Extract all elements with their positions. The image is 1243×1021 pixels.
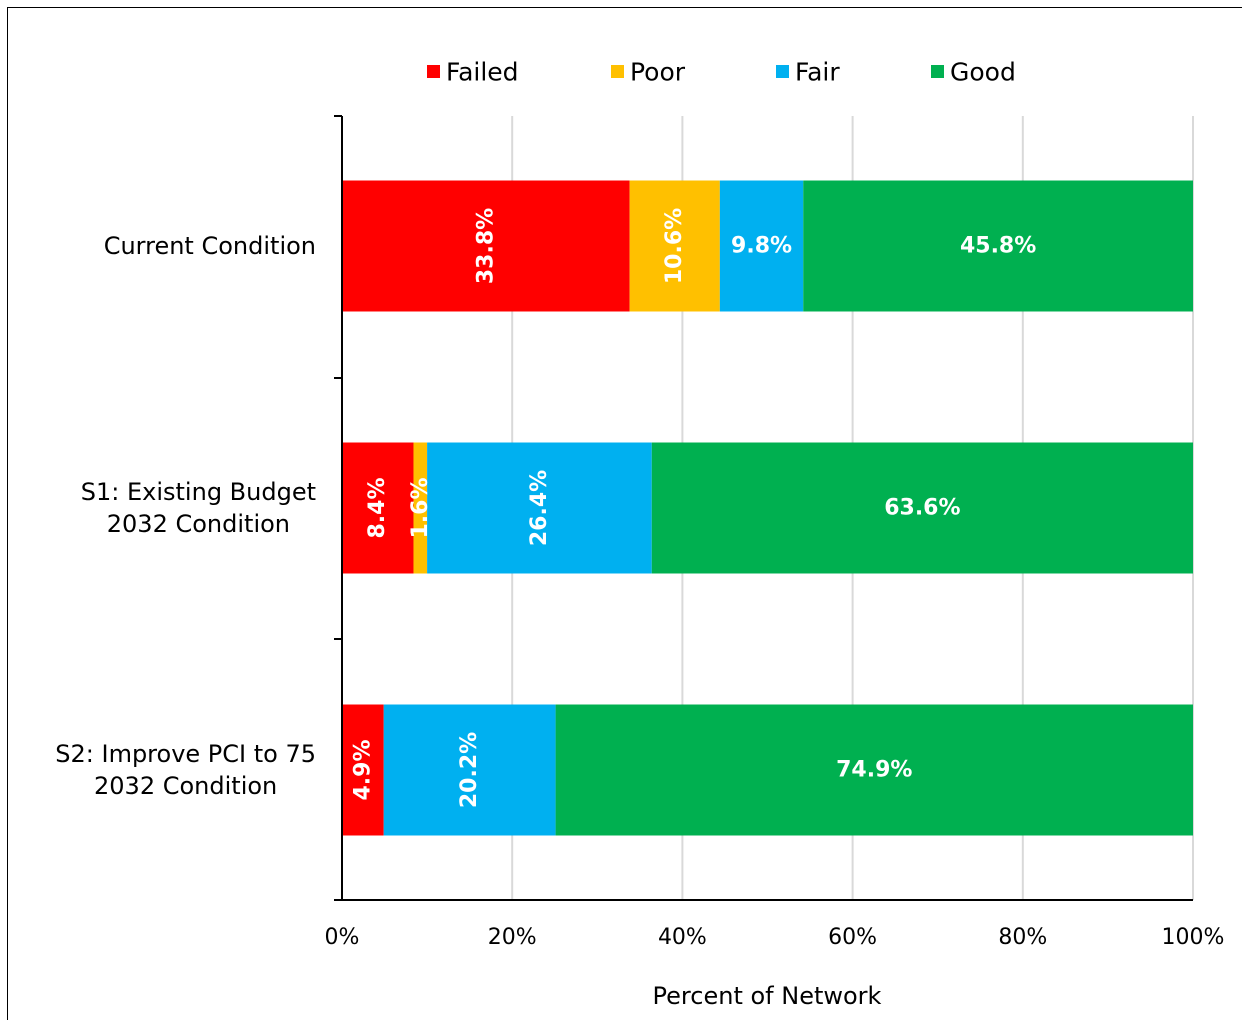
bar-segment-good	[651, 442, 1193, 574]
bar-segment-fair	[383, 704, 556, 836]
category-label: 2032 Condition	[94, 772, 277, 800]
axes: 0% 20% 40% 60% 80% 100% Current Condition S1: E…	[55, 115, 1225, 950]
legend-label-poor: Poor	[630, 58, 686, 87]
bar-segment-poor	[629, 180, 720, 312]
category-label: S1: Existing Budget	[81, 478, 316, 506]
data-labels: 33.8% 10.6% 9.8% 45.8% 8.4% 1.6% 26.4% 63.6% 4.9…	[350, 208, 1036, 808]
data-label: 9.8%	[731, 234, 792, 259]
x-tick-label: 40%	[658, 925, 707, 950]
legend-label-failed: Failed	[446, 58, 519, 87]
category-label: 2032 Condition	[107, 510, 290, 538]
x-tick-label: 0%	[325, 925, 360, 950]
bar-segment-failed	[342, 442, 414, 574]
x-axis-title: Percent of Network	[653, 982, 882, 1010]
data-label: 20.2%	[457, 732, 482, 808]
data-label: 33.8%	[473, 208, 498, 284]
legend-swatch-fair	[776, 65, 789, 78]
x-tick-label: 100%	[1162, 925, 1225, 950]
x-tick-label: 80%	[998, 925, 1047, 950]
x-tick-label: 60%	[828, 925, 877, 950]
bar-segment-fair	[427, 442, 652, 574]
chart-frame	[7, 7, 1242, 1020]
bar-segment-poor	[413, 442, 428, 574]
legend: Failed Poor Fair Good	[427, 58, 1016, 87]
legend-swatch-failed	[427, 65, 440, 78]
data-label: 8.4%	[365, 477, 390, 538]
legend-label-good: Good	[950, 58, 1016, 87]
bar-segment-good	[803, 180, 1193, 312]
bar-segment-failed	[342, 180, 630, 312]
legend-swatch-poor	[611, 65, 624, 78]
category-label: S2: Improve PCI to 75	[55, 740, 316, 768]
data-label: 45.8%	[960, 234, 1036, 259]
bar-segment-good	[555, 704, 1193, 836]
data-label: 1.6%	[408, 477, 433, 538]
bar-segment-failed	[342, 704, 384, 836]
x-tick-label: 20%	[488, 925, 537, 950]
legend-label-fair: Fair	[795, 58, 840, 87]
category-label: Current Condition	[104, 232, 316, 260]
data-label: 26.4%	[527, 470, 552, 546]
data-label: 63.6%	[884, 496, 960, 521]
data-label: 74.9%	[836, 758, 912, 783]
bar-segment-fair	[719, 180, 804, 312]
legend-swatch-good	[931, 65, 944, 78]
bars	[342, 180, 1193, 836]
data-label: 10.6%	[662, 208, 687, 284]
data-label: 4.9%	[350, 739, 375, 800]
